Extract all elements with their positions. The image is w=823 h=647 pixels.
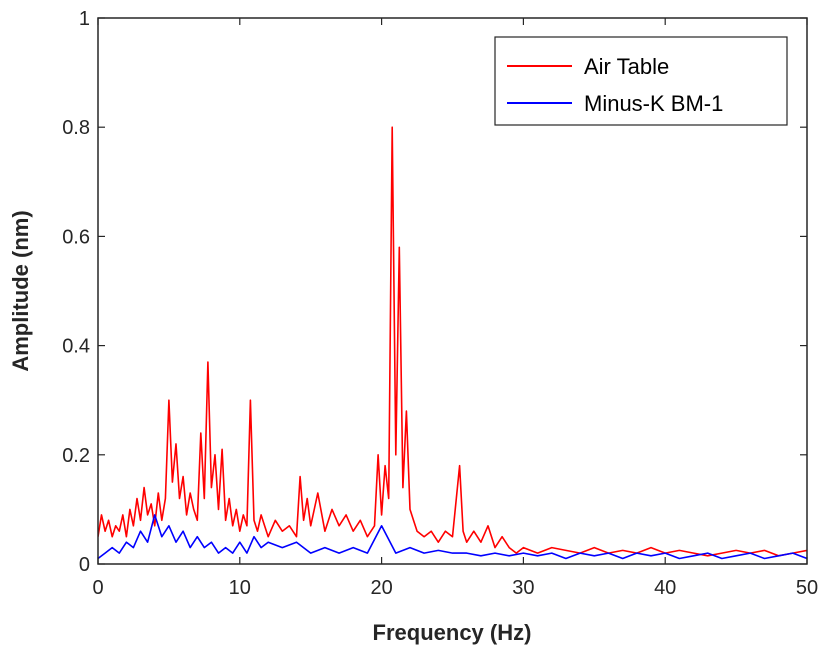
y-tick-label-1: 0.2 xyxy=(62,445,90,467)
x-tick-label-3: 30 xyxy=(512,577,534,599)
legend-label-air-table: Air Table xyxy=(584,54,669,79)
x-axis: 0 10 20 30 40 50 xyxy=(92,18,818,599)
legend: Air Table Minus-K BM-1 xyxy=(494,36,788,126)
y-tick-label-5: 1 xyxy=(79,8,90,30)
x-tick-label-1: 10 xyxy=(229,577,251,599)
y-tick-label-0: 0 xyxy=(79,554,90,576)
plot-frame xyxy=(97,17,808,565)
y-axis: 0 0.2 0.4 0.6 0.8 1 xyxy=(62,8,807,576)
y-tick-label-2: 0.4 xyxy=(62,336,90,358)
series-line-1 xyxy=(98,514,807,560)
x-tick-label-2: 20 xyxy=(370,577,392,599)
y-tick-label-4: 0.8 xyxy=(62,117,90,139)
legend-box xyxy=(494,36,788,126)
y-axis-label: Amplitude (nm) xyxy=(8,210,33,371)
x-axis-label: Frequency (Hz) xyxy=(373,620,532,645)
x-tick-label-5: 50 xyxy=(796,577,818,599)
y-tick-label-3: 0.6 xyxy=(62,226,90,248)
x-tick-label-0: 0 xyxy=(92,577,103,599)
plot-area xyxy=(98,126,807,560)
series-layer xyxy=(98,126,807,560)
series-line-0 xyxy=(98,126,807,557)
legend-label-minus-k: Minus-K BM-1 xyxy=(584,91,723,116)
x-tick-label-4: 40 xyxy=(654,577,676,599)
